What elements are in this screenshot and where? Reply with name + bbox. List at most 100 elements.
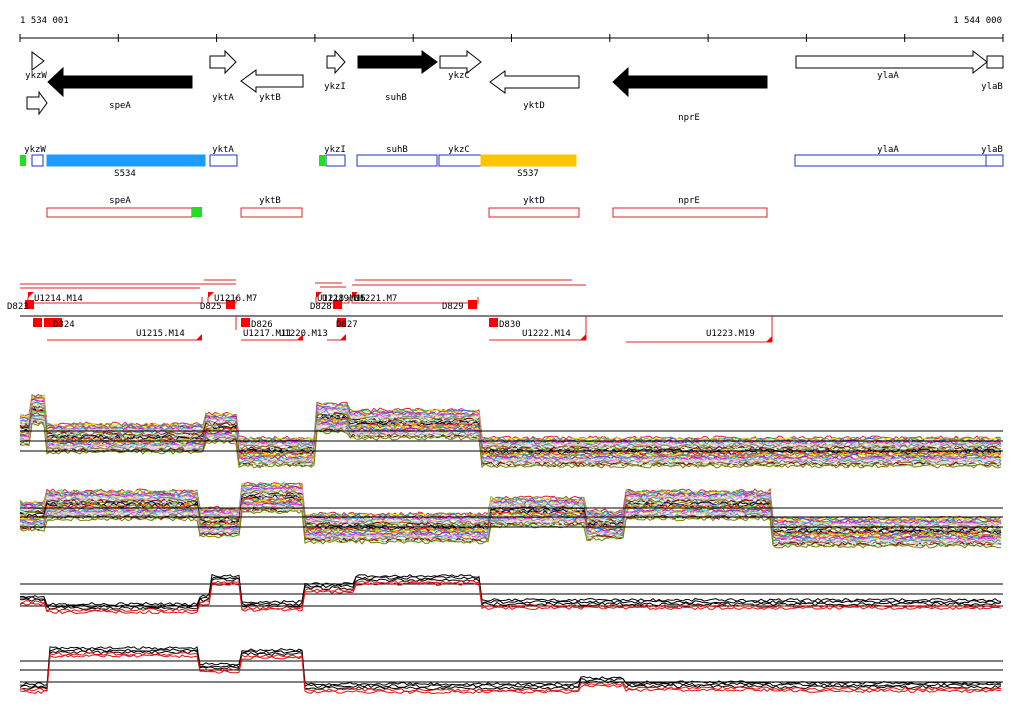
transcript-ykzc[interactable]: ykzC — [438, 145, 482, 167]
transcript-label: S534 — [114, 169, 136, 179]
transcript-label: yktB — [259, 196, 281, 206]
downshift-label: D823 — [7, 302, 29, 312]
gene-arrow-ykzc[interactable]: ykzC — [439, 49, 482, 81]
transcript-box — [985, 154, 1004, 167]
transcript-ykzi[interactable]: ykzI — [324, 145, 346, 167]
downshift-label: D825 — [200, 302, 222, 312]
segment-label: U1219.M6 — [322, 294, 365, 304]
transcript-box — [325, 154, 346, 167]
segment-label: U1216.M7 — [214, 294, 257, 304]
summary-panel-reverse — [19, 646, 1003, 695]
profile-lines — [19, 481, 1002, 549]
gene-label: ylaA — [877, 71, 899, 81]
gene-arrow-yktb[interactable]: yktB — [240, 69, 304, 103]
summary-lines — [19, 573, 1002, 615]
gene-arrow-suhb[interactable]: suhB — [357, 50, 438, 103]
gene-arrow-ykta[interactable]: yktA — [209, 49, 237, 103]
profile-trace — [19, 654, 1002, 695]
gene-arrow-npre[interactable]: nprE — [612, 66, 768, 123]
gene-arrow-ylab[interactable]: ylaB — [981, 55, 1004, 92]
profile-trace — [19, 649, 1002, 691]
profile-trace — [19, 579, 1002, 613]
gene-arrow-ykzw[interactable]: ykzW — [25, 51, 47, 81]
transcript-box — [794, 154, 987, 167]
coord-start-label: 1 534 001 — [20, 16, 69, 26]
profile-trace — [19, 398, 1002, 445]
transcript-label: suhB — [386, 145, 408, 155]
gene-label: ylaB — [981, 82, 1003, 92]
gene-arrow-shape — [439, 49, 482, 75]
gene-arrow-shape — [31, 51, 45, 71]
gene-arrow-shape — [209, 49, 237, 75]
gene-label: yktA — [212, 93, 234, 103]
transcript-box — [209, 154, 238, 167]
gene-label: yktD — [523, 101, 545, 111]
transcript-box — [438, 154, 482, 167]
gene-track: ykzW speA yktA yktB ykzI suhB ykzC — [25, 49, 1004, 123]
transcript-yktb[interactable]: yktB — [240, 196, 303, 218]
gene-arrow-small[interactable] — [26, 90, 48, 116]
transcript-suhb[interactable]: suhB — [356, 145, 438, 167]
gene-arrow-shape — [240, 69, 304, 93]
gene-arrow-spea[interactable]: speA — [47, 66, 193, 111]
profile-trace — [19, 573, 1002, 607]
segment-label: U1223.M19 — [706, 329, 755, 339]
gene-arrow-ykzi[interactable]: ykzI — [324, 49, 346, 92]
gene-arrow-ylaa[interactable]: ylaA — [795, 49, 988, 81]
gene-arrow-shape — [326, 49, 346, 75]
segment-label: U1218.M15 — [317, 294, 366, 304]
gene-label: speA — [109, 101, 131, 111]
profile-lines — [19, 394, 1002, 469]
gene-arrow-yktd[interactable]: yktD — [489, 70, 580, 111]
top-red-lines — [20, 279, 586, 289]
transcript-ylab[interactable]: ylaB — [981, 145, 1004, 167]
transcript-s534[interactable]: S534 — [46, 154, 206, 179]
profile-trace — [19, 417, 1002, 465]
expression-panel-reverse — [19, 481, 1003, 549]
summary-panel-forward — [19, 573, 1003, 615]
transcript-npre[interactable]: nprE — [612, 196, 768, 218]
profile-trace — [19, 503, 1002, 543]
segment-label: U1217.M11 — [243, 329, 292, 339]
transcript-label: ykzW — [24, 145, 46, 155]
coordinate-ruler: 1 534 001 1 544 000 — [19, 16, 1004, 42]
transcript-ykta[interactable]: yktA — [209, 145, 238, 167]
transcript-label: yktD — [523, 196, 545, 206]
profile-trace — [19, 646, 1002, 686]
segment-corner-markers — [28, 292, 772, 342]
transcript-label: ykzC — [448, 145, 470, 155]
gene-label: ykzC — [448, 71, 470, 81]
gene-label: ykzI — [324, 82, 346, 92]
start-marker — [192, 207, 202, 217]
profile-trace — [19, 648, 1002, 689]
profile-trace — [19, 486, 1002, 526]
transcript-s537[interactable]: S537 — [480, 154, 577, 179]
reverse-transcript-track: speA yktB yktD nprE — [46, 196, 768, 218]
profile-trace — [19, 483, 1002, 523]
transcript-box — [46, 207, 193, 218]
transcript-ykzw[interactable]: ykzW — [24, 145, 46, 167]
gene-arrow-shape — [357, 50, 438, 74]
transcript-ylaa[interactable]: ylaA — [794, 145, 987, 167]
segment-label: U1214.M14 — [34, 294, 83, 304]
gene-arrow-shape — [489, 70, 580, 94]
gene-label: yktB — [259, 93, 281, 103]
coord-end-label: 1 544 000 — [953, 16, 1002, 26]
gene-arrow-shape — [26, 90, 48, 116]
profile-trace — [19, 394, 1002, 442]
downshift-label: D830 — [499, 320, 521, 330]
transcript-box — [46, 154, 206, 167]
transcript-label: yktA — [212, 145, 234, 155]
profile-trace — [20, 575, 1002, 609]
profile-trace — [19, 509, 1002, 549]
downshift-label: D826 — [251, 320, 273, 330]
summary-lines — [19, 646, 1002, 695]
profile-trace — [19, 651, 1002, 693]
segment-label: U1220.M13 — [279, 329, 328, 339]
transcript-label: ykzI — [324, 145, 346, 155]
ruler-ticks — [19, 34, 1004, 42]
transcript-spea[interactable]: speA — [46, 196, 202, 218]
transcript-yktd[interactable]: yktD — [488, 196, 580, 218]
downshift-label: D827 — [336, 320, 358, 330]
